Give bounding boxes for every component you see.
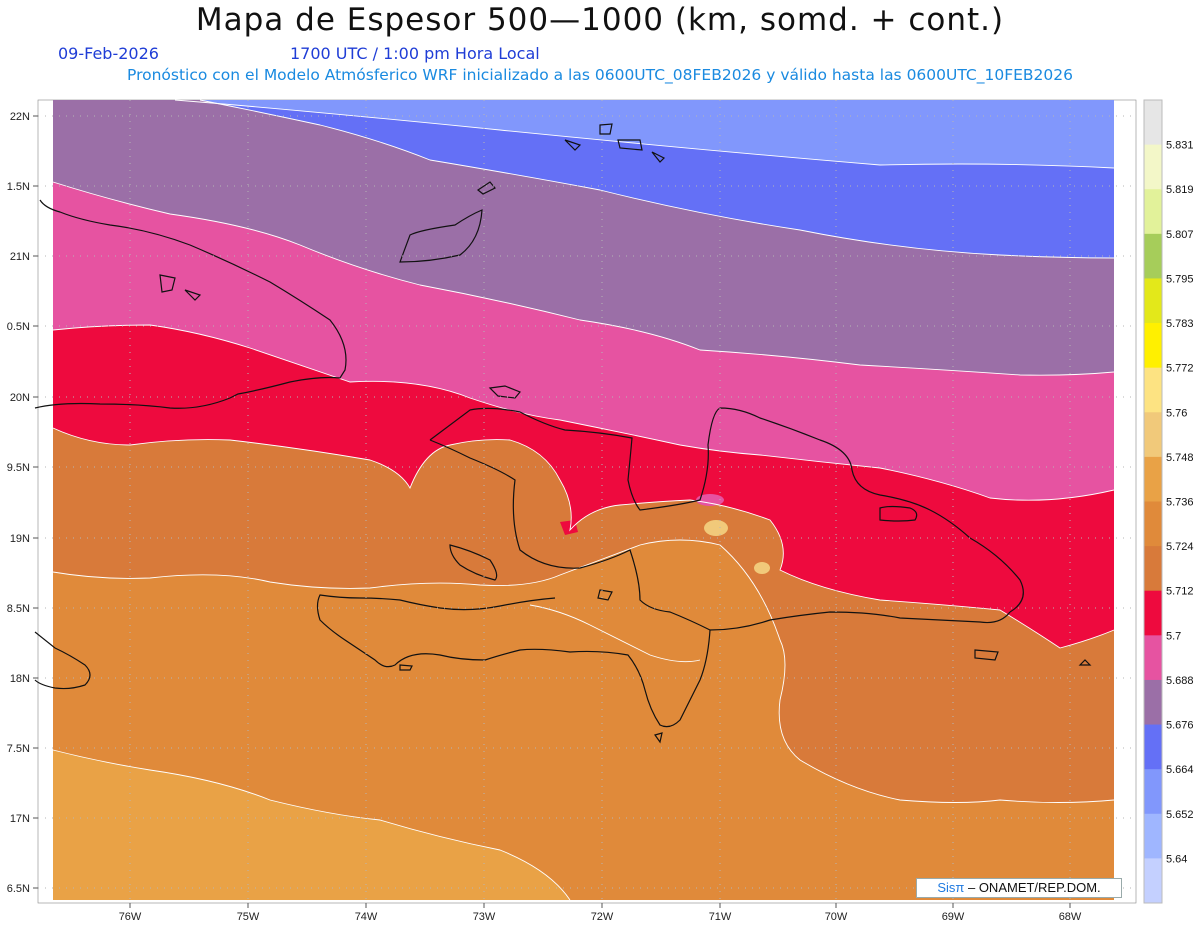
- forecast-time: 1700 UTC / 1:00 pm Hora Local: [290, 44, 540, 63]
- lon-label: 73W: [473, 911, 496, 923]
- coastlines: [34, 123, 1092, 744]
- colorbar-swatch: [1144, 233, 1162, 279]
- lat-label: 7.5N: [7, 743, 30, 755]
- lon-labels: 76W 75W 74W 73W 72W 71W 70W 69W 68W: [119, 911, 1082, 923]
- credit-text: – ONAMET/REP.DOM.: [964, 880, 1101, 895]
- lat-label: 19N: [10, 533, 30, 545]
- colorbar-label: 5.712: [1166, 586, 1194, 598]
- lon-label: 69W: [942, 911, 965, 923]
- colorbar-label: 5.807: [1166, 229, 1194, 241]
- credit-box: Sisπ – ONAMET/REP.DOM.: [916, 878, 1122, 898]
- colorbar-label: 5.831: [1166, 140, 1194, 152]
- contour-lines: [52, 99, 1115, 901]
- colorbar-swatch: [1144, 724, 1162, 770]
- colorbar-swatch: [1144, 590, 1162, 636]
- colorbar-swatch: [1144, 144, 1162, 190]
- lat-label: 6.5N: [7, 883, 30, 895]
- colorbar-swatch: [1144, 679, 1162, 726]
- colorbar-swatch: [1144, 858, 1162, 904]
- lon-label: 72W: [591, 911, 614, 923]
- colorbar-swatch: [1144, 278, 1162, 324]
- colorbar-label: 5.736: [1166, 497, 1194, 509]
- colorbar-swatch: [1144, 501, 1162, 547]
- thickness-fill-layer: [53, 100, 1114, 900]
- lat-label: 21N: [10, 251, 30, 263]
- pink-patch: [696, 494, 724, 506]
- lon-label: 68W: [1059, 911, 1082, 923]
- colorbar: 5.831 5.819 5.807 5.795 5.783 5.772 5.76 5.748 5…: [1143, 99, 1194, 904]
- colorbar-frame: [1143, 99, 1163, 904]
- colorbar-label: 5.795: [1166, 273, 1194, 285]
- colorbar-label: 5.748: [1166, 452, 1194, 464]
- map-title: Mapa de Espesor 500—1000 (km, somd. + co…: [195, 2, 1005, 38]
- colorbar-swatch: [1144, 546, 1162, 592]
- colorbar-swatch: [1144, 323, 1162, 369]
- lon-ticks: [129, 903, 1071, 908]
- colorbar-swatch: [1144, 635, 1162, 681]
- colorbar-label: 5.7: [1166, 630, 1181, 642]
- lon-label: 70W: [825, 911, 848, 923]
- lon-label: 75W: [237, 911, 260, 923]
- colorbar-label: 5.783: [1166, 318, 1194, 330]
- red-patch: [560, 520, 578, 535]
- lat-label: 18N: [10, 673, 30, 685]
- colorbar-label: 5.724: [1166, 541, 1194, 553]
- colorbar-label: 5.64: [1166, 853, 1187, 865]
- forecast-description: Pronóstico con el Modelo Atmósferico WRF…: [127, 66, 1073, 84]
- lon-label: 74W: [355, 911, 378, 923]
- lat-label: 8.5N: [7, 603, 30, 615]
- lon-label: 71W: [709, 911, 732, 923]
- colorbar-label: 5.772: [1166, 363, 1194, 375]
- colorbar-swatch: [1144, 456, 1162, 502]
- colorbar-label: 5.76: [1166, 407, 1187, 419]
- lat-label: 22N: [10, 111, 30, 123]
- sispi-logo: Sisπ: [937, 880, 965, 895]
- lat-labels: 22N 1.5N 21N 0.5N 20N 9.5N 19N 8.5N 18N …: [7, 111, 30, 895]
- band-5748: [53, 750, 570, 900]
- lat-label: 17N: [10, 813, 30, 825]
- colorbar-swatch: [1144, 100, 1162, 146]
- lon-label: 76W: [119, 911, 142, 923]
- colorbar-label: 5.688: [1166, 675, 1194, 687]
- colorbar-label: 5.676: [1166, 720, 1194, 732]
- graticule: [38, 100, 1136, 900]
- forecast-date: 09-Feb-2026: [58, 44, 159, 63]
- lat-ticks: [33, 115, 38, 889]
- hotspot-b: [754, 562, 770, 574]
- lat-label: 20N: [10, 392, 30, 404]
- colorbar-label: 5.652: [1166, 809, 1194, 821]
- colorbar-label: 5.664: [1166, 764, 1194, 776]
- lat-label: 9.5N: [7, 462, 30, 474]
- colorbar-swatch: [1144, 813, 1162, 859]
- colorbar-swatch: [1144, 189, 1162, 235]
- colorbar-swatch: [1144, 367, 1162, 413]
- lat-label: 1.5N: [7, 181, 30, 193]
- hotspot-a: [704, 520, 728, 536]
- colorbar-swatch: [1144, 412, 1162, 458]
- lat-label: 0.5N: [7, 321, 30, 333]
- colorbar-swatch: [1144, 769, 1162, 815]
- band-5736: [53, 540, 1114, 900]
- colorbar-label: 5.819: [1166, 184, 1194, 196]
